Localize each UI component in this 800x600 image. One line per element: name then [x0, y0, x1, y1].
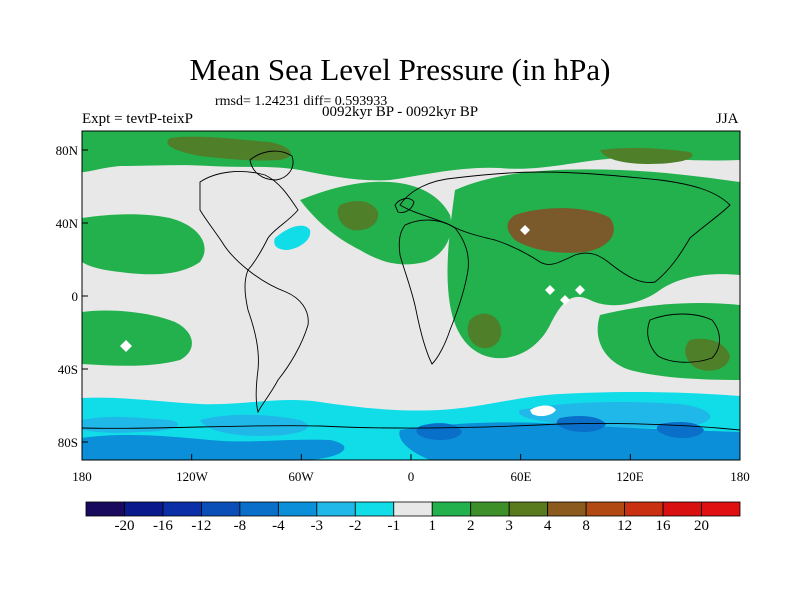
colorbar-label: -8 [233, 518, 247, 534]
anomaly-asia-high [507, 208, 614, 253]
y-tick-label-0: 0 [71, 289, 79, 304]
y-axis-ticks [82, 149, 88, 443]
colorbar-swatch [162, 501, 202, 517]
colorbar [85, 501, 741, 517]
colorbar-label: 4 [543, 518, 552, 534]
colorbar-swatch [431, 501, 472, 517]
colorbar-swatch [470, 501, 510, 517]
coastlines [82, 150, 740, 431]
colorbar-swatch [85, 501, 125, 517]
period-label: 0092kyr BP - 0092kyr BP [322, 104, 479, 120]
x-tick-label-180e: 180 [730, 469, 750, 484]
anomaly-south-pacific-west [82, 310, 192, 366]
colorbar-label: 3 [505, 518, 513, 534]
colorbar-label: 8 [582, 518, 590, 534]
x-tick-label-60w: 60W [288, 469, 314, 484]
anomaly-asia-high-2 [467, 313, 502, 349]
colorbar-swatch [585, 501, 625, 517]
anomaly-arctic-high [167, 136, 291, 161]
colorbar-label: -16 [152, 518, 173, 534]
colorbar-label: 2 [466, 518, 475, 534]
map-title: Mean Sea Level Pressure (in hPa) [189, 52, 611, 87]
stats-text: rmsd= 1.24231 diff= 0.593933 [215, 94, 388, 109]
colorbar-label: -1 [387, 518, 401, 534]
y-tick-label-40s: 40S [57, 362, 78, 377]
colorbar-swatch [239, 501, 279, 517]
anomaly-atlantic-low [274, 225, 311, 250]
colorbar-swatch [124, 501, 164, 517]
x-tick-label-0: 0 [407, 469, 415, 484]
colorbar-label: 20 [694, 518, 710, 534]
colorbar-swatch [508, 501, 549, 517]
x-tick-label-120w: 120W [176, 469, 208, 484]
anomaly-antarctic-low [82, 422, 740, 460]
x-tick-label-180w: 180 [72, 469, 92, 484]
experiment-label: Expt = tevtP-teixP [82, 111, 193, 127]
anomaly-arctic-high-2 [600, 147, 693, 164]
colorbar-swatch [547, 501, 587, 517]
x-tick-label-60e: 60E [510, 469, 532, 484]
y-tick-label-80n: 80N [55, 143, 78, 158]
colorbar-label: -20 [114, 518, 135, 534]
colorbar-swatch [201, 501, 241, 517]
anomaly-north-pacific [82, 214, 205, 275]
colorbar-label: -12 [191, 518, 212, 534]
colorbar-label: 12 [617, 518, 633, 534]
colorbar-label: 1 [428, 518, 436, 534]
y-tick-label-80s: 80S [57, 435, 78, 450]
anomaly-atlantic-high [337, 200, 379, 231]
colorbar-swatch [277, 501, 318, 517]
season-label: JJA [716, 111, 739, 127]
colorbar-swatch [316, 501, 356, 517]
colorbar-label: -2 [349, 518, 362, 534]
x-tick-label-120e: 120E [616, 469, 644, 484]
colorbar-swatch [393, 501, 433, 517]
colorbar-swatch [354, 501, 395, 517]
colorbar-label: -4 [272, 518, 285, 534]
x-axis-ticks [81, 454, 741, 460]
map-plot-area [82, 131, 740, 460]
colorbar-label: -3 [310, 518, 324, 534]
colorbar-swatch [624, 501, 664, 517]
colorbar-label: 16 [655, 518, 671, 534]
anomaly-antarctic-low-2 [416, 416, 704, 440]
colorbar-swatch [701, 501, 741, 517]
y-tick-label-40n: 40N [55, 216, 78, 231]
colorbar-swatch [662, 501, 702, 517]
